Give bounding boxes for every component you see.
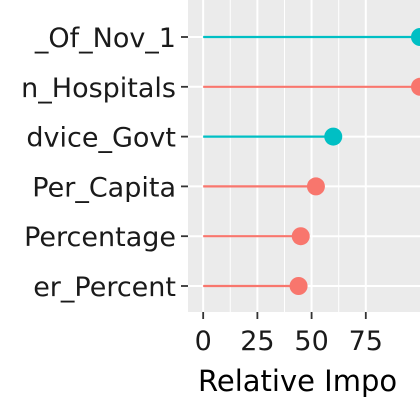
lollipop-point [411, 77, 420, 96]
lollipop-stems [203, 35, 420, 288]
plot-panel [188, 0, 420, 312]
y-tick-label: Per_Capita [32, 172, 176, 203]
x-axis: 0 25 50 75 [195, 312, 383, 357]
x-tick-label: 0 [195, 326, 212, 357]
lollipop-points [289, 28, 420, 295]
x-tick-label: 50 [294, 326, 328, 357]
lollipop-point [291, 227, 310, 246]
y-tick-label: Percentage [24, 222, 176, 253]
y-axis: _Of_Nov_1 n_Hospitals dvice_Govt Per_Capita… [21, 23, 188, 303]
y-tick-label: _Of_Nov_1 [34, 23, 176, 54]
lollipop-point [411, 28, 420, 46]
x-axis-title: Relative Impo [198, 364, 397, 398]
y-tick-label: er_Percent [33, 272, 176, 303]
x-tick-label: 25 [240, 326, 274, 357]
x-tick-label: 75 [349, 326, 383, 357]
y-tick-label: dvice_Govt [26, 123, 176, 154]
lollipop-point [306, 177, 325, 196]
lollipop-point [289, 277, 308, 295]
y-tick-label: n_Hospitals [21, 73, 176, 104]
lollipop-point [324, 127, 343, 146]
